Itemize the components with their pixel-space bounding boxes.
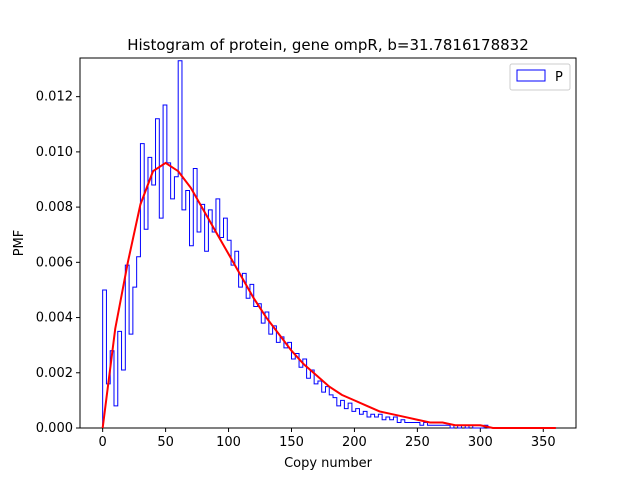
y-tick-label: 0.008 xyxy=(36,200,73,215)
x-tick-label: 50 xyxy=(157,435,174,450)
x-tick-label: 350 xyxy=(531,435,556,450)
y-axis-ticks: 0.000 0.002 0.004 0.006 0.008 0.010 0.012 xyxy=(36,90,80,436)
plot-area xyxy=(79,57,577,429)
chart-title: Histogram of protein, gene ompR, b=31.78… xyxy=(127,36,529,54)
legend-label-p: P xyxy=(555,70,563,85)
x-axis-ticks: 0 50 100 150 200 250 300 350 xyxy=(99,428,556,450)
y-tick-label: 0.012 xyxy=(36,90,73,105)
y-tick-label: 0.000 xyxy=(36,421,73,436)
fit-curve-series xyxy=(101,161,556,429)
y-tick-label: 0.010 xyxy=(36,145,73,160)
x-tick-label: 250 xyxy=(405,435,430,450)
x-tick-label: 100 xyxy=(216,435,241,450)
x-tick-label: 0 xyxy=(99,435,107,450)
x-tick-label: 150 xyxy=(279,435,304,450)
y-tick-label: 0.002 xyxy=(36,366,73,381)
x-tick-label: 300 xyxy=(468,435,493,450)
y-axis-label: PMF xyxy=(12,230,27,257)
y-tick-label: 0.004 xyxy=(36,311,73,326)
x-axis-label: Copy number xyxy=(284,456,373,471)
histogram-series-p xyxy=(102,60,534,429)
legend: P xyxy=(509,63,571,91)
legend-swatch-p xyxy=(516,69,546,82)
x-tick-label: 200 xyxy=(342,435,367,450)
y-tick-label: 0.006 xyxy=(36,255,73,270)
